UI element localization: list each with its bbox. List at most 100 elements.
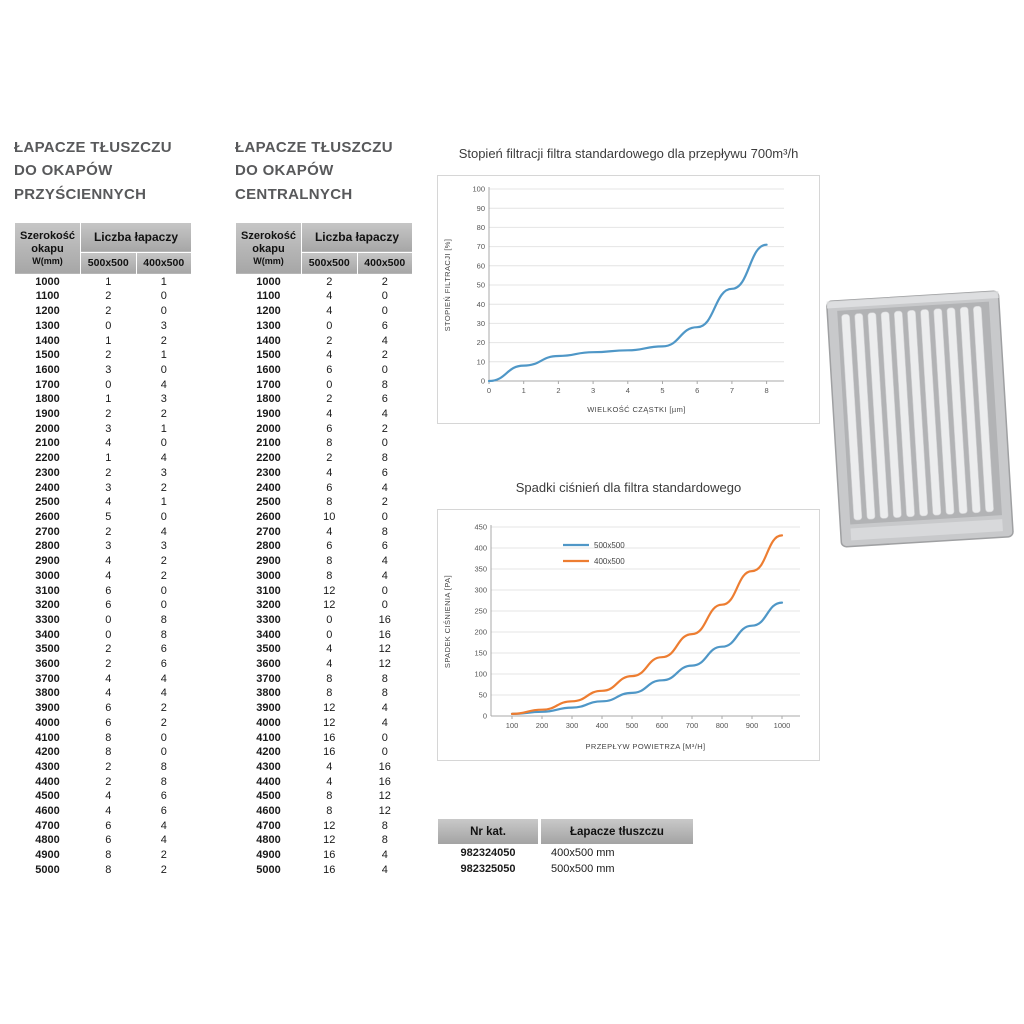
table-row: 2300 4 6 (236, 466, 413, 481)
table-row: 1400 2 4 (236, 334, 413, 349)
trap-count-cell: 4 (160, 834, 167, 847)
table-row: 3800 4 4 (15, 686, 192, 701)
legend-label-500x500: 500x500 (594, 541, 625, 550)
series-400x500-line (510, 534, 784, 715)
x-tick-label: 1000 (774, 721, 791, 730)
hood-width-cell: 1000 (256, 275, 281, 288)
table-row: 1000 1 1 (15, 274, 192, 289)
table-row: 3200 6 0 (15, 598, 192, 613)
trap-count-cell: 16 (378, 613, 391, 626)
table-row: 4000 12 4 (236, 716, 413, 731)
trap-count-cell: 16 (378, 775, 391, 788)
table-row: 3700 4 4 (15, 672, 192, 687)
hood-width-cell: 1600 (35, 363, 60, 376)
table-row: 1200 4 0 (236, 304, 413, 319)
hood-width-cell: 2600 (35, 511, 60, 523)
table-row: 1700 0 4 (15, 378, 192, 393)
trap-count-cell: 2 (160, 569, 167, 582)
table-row: 1300 0 6 (236, 319, 413, 334)
table-row: 2300 2 3 (15, 466, 192, 481)
trap-count-cell: 12 (378, 790, 391, 803)
trap-count-cell: 8 (105, 731, 112, 744)
trap-count-cell: 6 (326, 363, 333, 376)
x-tick-label: 300 (566, 721, 579, 730)
y-tick-label: 400 (474, 544, 487, 553)
trap-count-cell: 0 (105, 319, 112, 332)
x-tick-label: 800 (716, 721, 729, 730)
trap-count-cell: 2 (381, 349, 388, 362)
hood-width-cell: 5000 (256, 863, 281, 876)
hood-width-cell: 1300 (35, 319, 60, 332)
table-row: 4900 16 4 (236, 848, 413, 863)
trap-count-cell: 4 (381, 569, 388, 582)
trap-count-cell: 2 (105, 349, 112, 362)
trap-count-cell: 6 (326, 481, 333, 494)
trap-count-cell: 8 (381, 452, 388, 465)
trap-count-cell: 4 (381, 555, 388, 568)
table-row: 4800 12 8 (236, 833, 413, 848)
table-row: 4400 2 8 (15, 775, 192, 790)
trap-count-cell: 6 (326, 540, 333, 553)
hood-width-cell: 3300 (256, 613, 281, 626)
table-row: 2200 1 4 (15, 451, 192, 466)
catalog-header-lapacze: Łapacze tłuszczu (541, 819, 693, 844)
trap-count-cell: 6 (105, 716, 112, 729)
trap-count-cell: 0 (160, 305, 167, 318)
filter-slat (907, 309, 928, 517)
trap-count-cell: 4 (381, 863, 388, 876)
x-tick-label: 8 (765, 386, 769, 395)
hood-width-cell: 2500 (35, 496, 60, 509)
table-row: 4600 8 12 (236, 804, 413, 819)
table-row: 2000 6 2 (236, 422, 413, 437)
series-filtracja-line (487, 243, 768, 383)
y-tick-label: 200 (474, 628, 487, 637)
table-row: 1700 0 8 (236, 378, 413, 393)
trap-count-cell: 2 (105, 305, 112, 318)
trap-count-cell: 2 (105, 290, 112, 303)
filter-slat (959, 306, 981, 514)
trap-count-cell: 8 (381, 378, 388, 391)
x-tick-label: 0 (487, 386, 491, 395)
hood-width-cell: 3400 (35, 628, 60, 641)
trap-count-cell: 0 (160, 584, 167, 597)
trap-count-cell: 2 (381, 275, 388, 288)
trap-count-cell: 0 (160, 290, 167, 303)
hood-width-cell: 1600 (256, 363, 281, 376)
catalog-number: 982325050 (460, 862, 516, 875)
hood-width-cell: 3100 (256, 584, 281, 597)
trap-count-cell: 16 (323, 863, 336, 876)
trap-count-cell: 2 (160, 481, 167, 494)
hood-width-cell: 1400 (35, 334, 60, 347)
table-row: 3900 6 2 (15, 701, 192, 716)
trap-count-cell: 2 (105, 525, 112, 538)
hood-width-cell: 3000 (256, 569, 281, 582)
table-row: 1400 1 2 (15, 334, 192, 349)
trap-count-cell: 4 (105, 687, 112, 700)
table-row: 3600 2 6 (15, 657, 192, 672)
trap-count-cell: 2 (160, 702, 167, 715)
col-header-size-500x500: 500x500 (80, 251, 137, 275)
central-hoods-section: ŁAPACZE TŁUSZCZU DO OKAPÓW CENTRALNYCH S… (235, 136, 419, 878)
trap-count-cell: 12 (323, 834, 336, 847)
trap-count-cell: 4 (381, 408, 388, 421)
col-header-hood-width: Szerokość okapu W(mm) (235, 221, 302, 275)
x-tick-label: 7 (730, 386, 734, 395)
trap-count-cell: 6 (381, 466, 388, 479)
filtration-chart-frame: 0 10 20 30 40 50 60 70 80 90 100 0 1 2 3 4 5 6 7 8 WIELKOŚĆ … (437, 175, 820, 424)
catalog-row: 982324050 400x500 mm (438, 845, 693, 860)
trap-count-cell: 8 (381, 834, 388, 847)
table-row: 1500 2 1 (15, 348, 192, 363)
trap-count-cell: 4 (105, 569, 112, 582)
wall-hoods-section: ŁAPACZE TŁUSZCZU DO OKAPÓW PRZYŚCIENNYCH… (14, 136, 198, 878)
trap-count-cell: 6 (381, 393, 388, 406)
filter-slat (946, 307, 968, 514)
trap-count-cell: 16 (378, 628, 391, 641)
table-row: 1200 2 0 (15, 304, 192, 319)
table-row: 3500 2 6 (15, 642, 192, 657)
y-tick-label: 30 (477, 319, 485, 328)
trap-count-cell: 4 (326, 305, 333, 318)
trap-count-cell: 2 (105, 408, 112, 421)
trap-count-cell: 2 (381, 422, 388, 435)
trap-count-cell: 4 (381, 481, 388, 494)
wall-hoods-title: ŁAPACZE TŁUSZCZU DO OKAPÓW PRZYŚCIENNYCH (14, 136, 198, 206)
